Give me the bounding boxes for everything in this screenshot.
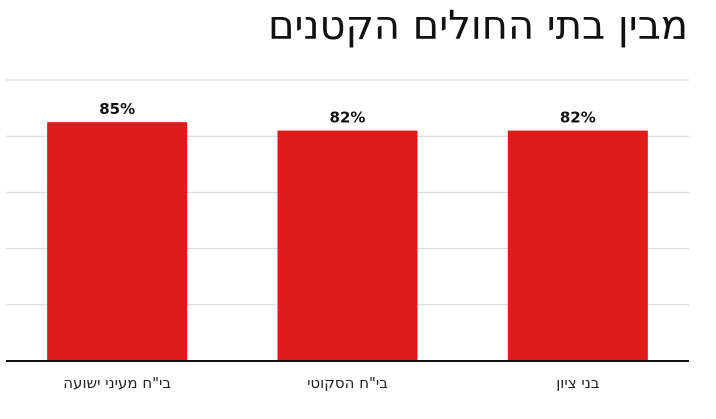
category-label: בני ציון <box>556 374 600 392</box>
category-label: בי"ח הסקוטי <box>307 374 388 392</box>
bars <box>47 122 648 362</box>
data-label: 85% <box>99 100 135 118</box>
bar <box>277 130 418 361</box>
category-labels: בי"ח מעיני ישועה בי"ח הסקוטי בני ציון <box>63 374 600 392</box>
bar <box>47 122 188 362</box>
data-label: 82% <box>560 109 596 127</box>
data-label: 82% <box>330 109 366 127</box>
category-label: בי"ח מעיני ישועה <box>63 374 171 392</box>
data-labels: 85% 82% 82% <box>99 100 596 126</box>
chart-title: מבין בתי החולים הקטנים <box>268 3 688 49</box>
bar <box>507 130 648 361</box>
